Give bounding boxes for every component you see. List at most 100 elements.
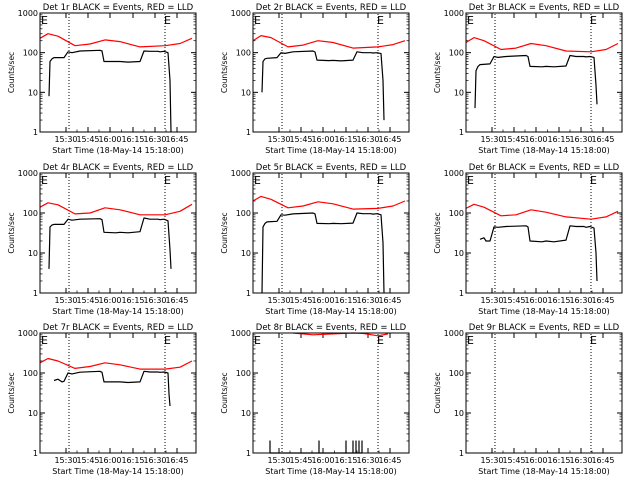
x-tick-label: 16:00 — [98, 296, 121, 305]
lld-series-line — [39, 33, 193, 48]
event-marker-label: E — [590, 174, 597, 187]
x-tick-label: 15:45 — [289, 296, 312, 305]
y-tick-label: 100 — [23, 369, 38, 378]
y-tick-label: 1000 — [444, 9, 464, 18]
x-tick-label: 16:45 — [591, 135, 614, 144]
chart-title: Det 5r BLACK = Events, RED = LLD — [256, 163, 407, 173]
y-tick-label: 1 — [246, 449, 251, 458]
y-tick-label: 10 — [454, 88, 464, 97]
x-tick-label: 15:45 — [76, 135, 99, 144]
y-tick-label: 100 — [23, 49, 38, 58]
x-tick-label: 15:30 — [480, 135, 503, 144]
event-marker-label: E — [467, 174, 474, 187]
y-tick-label: 100 — [23, 209, 38, 218]
event-marker-label: E — [590, 334, 597, 347]
x-tick-label: 16:15 — [334, 296, 357, 305]
y-tick-label: 1 — [459, 289, 464, 298]
event-marker-label: E — [41, 14, 48, 27]
event-marker-label: E — [254, 174, 261, 187]
event-marker-label: E — [377, 174, 384, 187]
y-tick-label: 100 — [449, 49, 464, 58]
x-tick-label: 16:30 — [356, 296, 379, 305]
x-tick-label: 16:45 — [591, 456, 614, 465]
event-marker-label: E — [590, 14, 597, 27]
x-tick-label: 16:15 — [547, 296, 570, 305]
lld-series-line — [465, 203, 619, 220]
event-marker-label: E — [41, 174, 48, 187]
lld-series-line — [252, 195, 406, 210]
x-tick-label: 16:30 — [569, 296, 592, 305]
plot-frame — [465, 172, 623, 294]
x-axis-label: Start Time (18-May-14 15:18:00) — [52, 467, 183, 476]
events-series-line — [261, 212, 385, 294]
event-marker-label: E — [164, 334, 171, 347]
x-tick-label: 16:15 — [121, 456, 144, 465]
y-tick-label: 10 — [241, 249, 251, 258]
lld-series-line — [252, 34, 406, 49]
chart-title: Det 4r BLACK = Events, RED = LLD — [43, 163, 194, 173]
plot-frame — [465, 332, 623, 454]
plot-frame — [39, 332, 197, 454]
x-axis-label: Start Time (18-May-14 15:18:00) — [265, 467, 396, 476]
y-tick-label: 1 — [459, 128, 464, 137]
y-tick-label: 10 — [241, 409, 251, 418]
x-tick-label: 16:00 — [524, 456, 547, 465]
lld-series-line — [39, 202, 193, 216]
y-tick-label: 100 — [449, 369, 464, 378]
event-marker-label: E — [41, 334, 48, 347]
x-axis-label: Start Time (18-May-14 15:18:00) — [478, 307, 609, 316]
y-tick-label: 1 — [33, 289, 38, 298]
x-axis-label: Start Time (18-May-14 15:18:00) — [478, 146, 609, 155]
x-tick-label: 16:45 — [378, 456, 401, 465]
x-tick-label: 16:15 — [121, 296, 144, 305]
event-marker-label: E — [254, 14, 261, 27]
x-tick-label: 16:00 — [524, 296, 547, 305]
x-tick-label: 15:30 — [267, 456, 290, 465]
x-tick-label: 16:30 — [569, 135, 592, 144]
y-tick-label: 10 — [28, 249, 38, 258]
x-tick-label: 15:30 — [267, 296, 290, 305]
x-tick-label: 16:45 — [165, 296, 188, 305]
y-tick-label: 1000 — [18, 169, 38, 178]
event-marker-label: E — [164, 174, 171, 187]
x-tick-label: 15:30 — [480, 296, 503, 305]
chart-title: Det 3r BLACK = Events, RED = LLD — [469, 3, 620, 13]
chart-title: Det 2r BLACK = Events, RED = LLD — [256, 3, 407, 13]
x-tick-label: 15:45 — [502, 456, 525, 465]
x-tick-label: 16:00 — [311, 456, 334, 465]
chart-title: Det 1r BLACK = Events, RED = LLD — [43, 3, 194, 13]
x-tick-label: 15:30 — [480, 456, 503, 465]
y-tick-label: 1000 — [18, 329, 38, 338]
y-tick-label: 10 — [28, 409, 38, 418]
x-tick-label: 16:30 — [569, 456, 592, 465]
y-tick-label: 1000 — [231, 169, 251, 178]
y-tick-label: 1000 — [18, 9, 38, 18]
x-tick-label: 16:45 — [378, 135, 401, 144]
x-tick-label: 16:15 — [547, 456, 570, 465]
x-tick-label: 15:45 — [502, 135, 525, 144]
plot-frame — [39, 172, 197, 294]
x-axis-label: Start Time (18-May-14 15:18:00) — [478, 467, 609, 476]
x-tick-label: 16:45 — [378, 296, 401, 305]
event-marker-label: E — [377, 14, 384, 27]
y-tick-label: 100 — [236, 49, 251, 58]
x-tick-label: 16:45 — [591, 296, 614, 305]
y-tick-label: 1 — [33, 449, 38, 458]
y-tick-label: 1000 — [231, 329, 251, 338]
y-tick-label: 100 — [236, 209, 251, 218]
events-series-line — [479, 225, 598, 282]
lld-series-line — [465, 36, 619, 53]
x-tick-label: 15:30 — [54, 135, 77, 144]
plot-frame — [39, 12, 197, 133]
x-tick-label: 16:45 — [165, 135, 188, 144]
y-axis-label: Counts/sec — [7, 212, 16, 253]
y-tick-label: 1 — [246, 128, 251, 137]
x-tick-label: 16:00 — [524, 135, 547, 144]
x-tick-label: 16:30 — [143, 296, 166, 305]
events-series-line — [269, 440, 363, 454]
